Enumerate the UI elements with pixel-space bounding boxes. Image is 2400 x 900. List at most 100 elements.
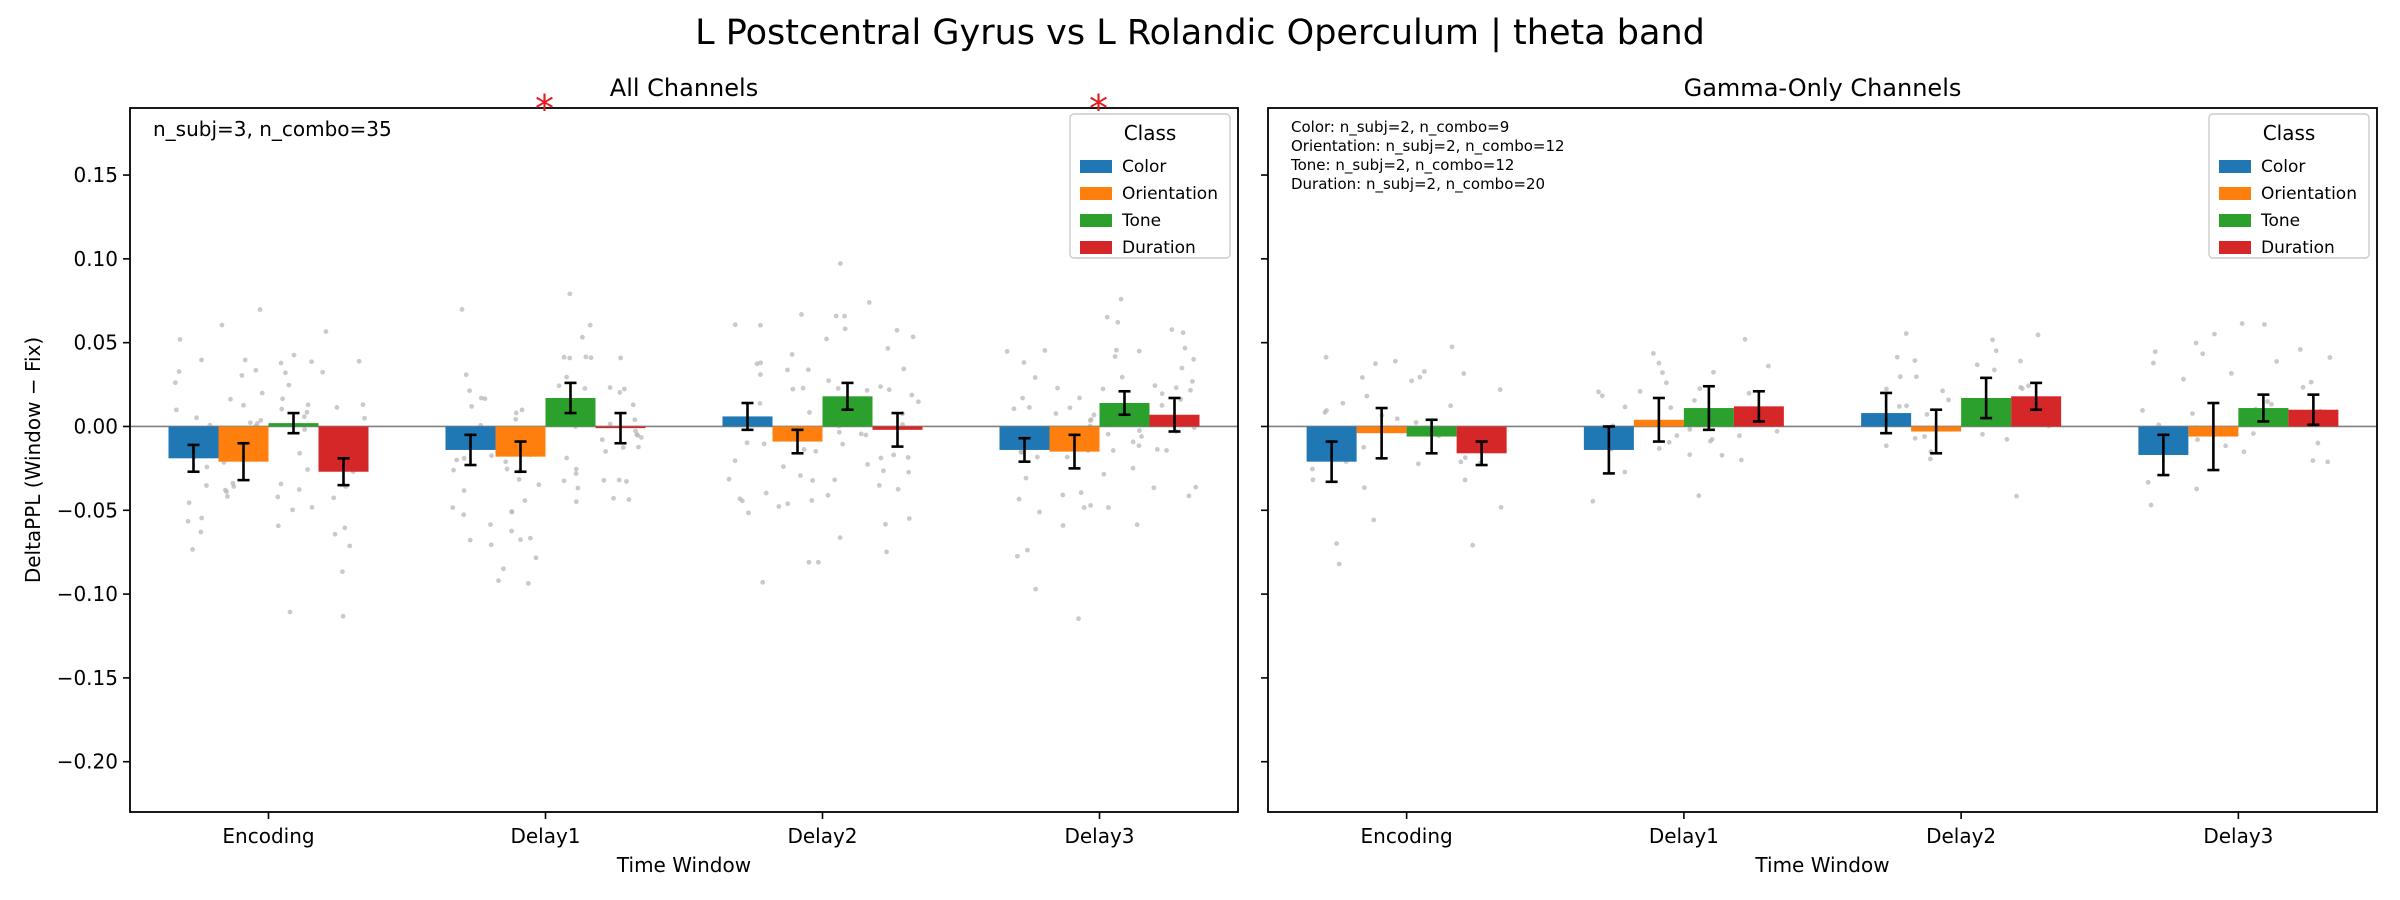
- jitter-point: [582, 385, 588, 391]
- jitter-point: [513, 410, 519, 416]
- jitter-point: [567, 355, 573, 361]
- jitter-point: [1940, 388, 1945, 394]
- jitter-point: [1016, 496, 1022, 502]
- jitter-point: [1696, 493, 1702, 499]
- jitter-point: [638, 434, 644, 440]
- jitter-point: [1139, 434, 1144, 439]
- jitter-point: [761, 441, 767, 447]
- jitter-point: [758, 322, 763, 328]
- jitter-point: [760, 579, 766, 585]
- jitter-point: [1064, 454, 1070, 460]
- jitter-point: [1042, 348, 1048, 353]
- y-tick-label: 0.10: [73, 247, 118, 271]
- jitter-point: [2026, 383, 2031, 389]
- jitter-point: [1394, 416, 1400, 422]
- jitter-point: [296, 487, 302, 492]
- jitter-point: [489, 453, 494, 459]
- jitter-point: [916, 399, 921, 405]
- jitter-point: [636, 444, 641, 450]
- jitter-point: [2310, 458, 2316, 464]
- jitter-point: [1448, 403, 1453, 409]
- jitter-point: [573, 471, 579, 476]
- x-tick-label: Encoding: [222, 824, 314, 848]
- jitter-point: [320, 369, 326, 375]
- jitter-point: [278, 481, 284, 487]
- error-bar: [564, 381, 577, 415]
- jitter-point: [356, 358, 362, 364]
- x-tick-label: Delay2: [787, 824, 857, 848]
- jitter-point: [1590, 498, 1596, 504]
- jitter-point: [253, 367, 259, 373]
- x-axis-label: Time Window: [1754, 853, 1889, 877]
- jitter-point: [1904, 403, 1909, 409]
- jitter-point: [1190, 378, 1195, 384]
- jitter-point: [1991, 367, 1997, 373]
- panel-gamma-only-channels: Gamma-Only Channels Encoding Delay1 Delay2 D…: [1261, 74, 2378, 877]
- jitter-point: [607, 421, 613, 427]
- jitter-point: [199, 515, 205, 521]
- jitter-point: [1599, 393, 1605, 399]
- jitter-point: [1340, 400, 1346, 406]
- jitter-point: [746, 510, 751, 516]
- jitter-point: [1104, 314, 1110, 320]
- legend-label-tone: Tone: [2260, 211, 2300, 231]
- error-bar: [2257, 393, 2270, 423]
- panel-title: All Channels: [610, 74, 758, 102]
- jitter-point: [754, 361, 760, 367]
- jitter-point: [2297, 347, 2303, 352]
- jitter-point: [891, 452, 897, 458]
- jitter-point: [198, 529, 204, 535]
- legend-swatch-duration: [1080, 241, 1112, 254]
- jitter-point: [1023, 475, 1029, 481]
- jitter-point: [194, 415, 199, 421]
- legend-label-orientation: Orientation: [2261, 184, 2357, 204]
- jitter-point: [1668, 405, 1674, 411]
- jitter-point: [2004, 436, 2010, 442]
- jitter-point: [894, 327, 900, 333]
- jitter-point: [732, 458, 738, 464]
- jitter-point: [242, 357, 248, 363]
- jitter-point: [1191, 356, 1197, 362]
- jitter-point: [1077, 395, 1082, 401]
- jitter-point: [1088, 417, 1094, 422]
- jitter-point: [1112, 354, 1118, 359]
- jitter-point: [1060, 523, 1066, 528]
- jitter-point: [258, 417, 264, 423]
- jitter-point: [1060, 492, 1066, 498]
- legend: Class Color Orientation Tone Duration: [2208, 113, 2370, 259]
- jitter-point: [1186, 493, 1192, 499]
- jitter-point: [807, 410, 812, 415]
- jitter-point: [1674, 433, 1680, 439]
- jitter-point: [618, 355, 624, 361]
- jitter-point: [1179, 365, 1185, 371]
- jitter-point: [798, 473, 803, 478]
- jitter-point: [865, 462, 870, 467]
- jitter-point: [785, 367, 790, 373]
- jitter-point: [459, 307, 465, 312]
- jitter-point: [757, 401, 763, 406]
- jitter-point: [247, 420, 253, 426]
- error-bar: [1930, 408, 1943, 455]
- error-bar: [1425, 418, 1438, 455]
- jitter-point: [801, 447, 807, 452]
- jitter-point: [291, 352, 297, 358]
- jitter-point: [360, 402, 366, 408]
- jitter-point: [884, 549, 889, 555]
- jitter-point: [1100, 386, 1106, 392]
- x-axis-label: Time Window: [616, 853, 751, 877]
- jitter-point: [876, 482, 882, 488]
- jitter-point: [825, 492, 831, 498]
- jitter-point: [1322, 410, 1328, 415]
- jitter-point: [362, 415, 367, 421]
- jitter-point: [2274, 359, 2279, 364]
- x-tick-label: Delay1: [510, 824, 580, 848]
- jitter-point: [283, 370, 288, 376]
- jitter-point: [1413, 420, 1419, 425]
- jitter-point: [1018, 449, 1024, 455]
- jitter-point: [757, 372, 763, 377]
- jitter-point: [2190, 411, 2195, 416]
- x-tick-label: Delay2: [1926, 824, 1996, 848]
- jitter-point: [587, 322, 593, 328]
- error-bar: [1602, 425, 1615, 475]
- jitter-point: [1088, 503, 1093, 508]
